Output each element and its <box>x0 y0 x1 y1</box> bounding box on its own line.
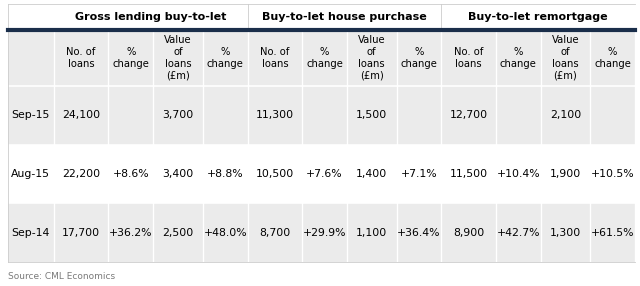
Text: 1,400: 1,400 <box>356 169 387 179</box>
Text: Sep-15: Sep-15 <box>12 110 50 120</box>
Text: 8,900: 8,900 <box>453 228 484 238</box>
Text: 22,200: 22,200 <box>62 169 100 179</box>
Text: +8.6%: +8.6% <box>113 169 149 179</box>
Text: No. of
loans: No. of loans <box>67 47 96 69</box>
Text: Sep-14: Sep-14 <box>12 228 50 238</box>
Text: No. of
loans: No. of loans <box>260 47 289 69</box>
Text: %
change: % change <box>207 47 244 69</box>
Text: 3,700: 3,700 <box>163 110 193 120</box>
Text: 17,700: 17,700 <box>62 228 100 238</box>
Bar <box>8 145 635 203</box>
Text: 8,700: 8,700 <box>259 228 291 238</box>
Text: Value
of
loans
(£m): Value of loans (£m) <box>358 35 385 81</box>
Text: 2,100: 2,100 <box>550 110 581 120</box>
Text: 11,500: 11,500 <box>449 169 488 179</box>
Text: Value
of
loans
(£m): Value of loans (£m) <box>552 35 579 81</box>
Text: 1,100: 1,100 <box>356 228 387 238</box>
Bar <box>8 203 635 262</box>
Text: 12,700: 12,700 <box>449 110 488 120</box>
Text: Aug-15: Aug-15 <box>11 169 50 179</box>
Text: 1,300: 1,300 <box>550 228 581 238</box>
Bar <box>8 86 635 145</box>
Text: Buy-to-let remortgage: Buy-to-let remortgage <box>468 12 608 22</box>
Text: 10,500: 10,500 <box>256 169 294 179</box>
Text: +36.4%: +36.4% <box>397 228 441 238</box>
Text: +10.5%: +10.5% <box>591 169 634 179</box>
Text: +8.8%: +8.8% <box>207 169 243 179</box>
Text: +36.2%: +36.2% <box>109 228 152 238</box>
Text: Buy-to-let house purchase: Buy-to-let house purchase <box>262 12 427 22</box>
Text: Gross lending buy-to-let: Gross lending buy-to-let <box>75 12 227 22</box>
Text: +7.1%: +7.1% <box>401 169 437 179</box>
Text: 2,500: 2,500 <box>163 228 193 238</box>
Text: +61.5%: +61.5% <box>591 228 634 238</box>
Text: +48.0%: +48.0% <box>204 228 247 238</box>
Text: No. of
loans: No. of loans <box>454 47 483 69</box>
Bar <box>8 30 635 86</box>
Text: Source: CML Economics: Source: CML Economics <box>8 272 115 281</box>
Text: %
change: % change <box>500 47 537 69</box>
Text: 1,500: 1,500 <box>356 110 387 120</box>
Text: Value
of
loans
(£m): Value of loans (£m) <box>164 35 192 81</box>
Text: 3,400: 3,400 <box>163 169 193 179</box>
Text: %
change: % change <box>306 47 343 69</box>
Text: 11,300: 11,300 <box>256 110 294 120</box>
Text: +10.4%: +10.4% <box>497 169 540 179</box>
Text: %
change: % change <box>594 47 631 69</box>
Text: 1,900: 1,900 <box>550 169 581 179</box>
Bar <box>8 4 635 30</box>
Text: 24,100: 24,100 <box>62 110 100 120</box>
Text: %
change: % change <box>113 47 149 69</box>
Text: +42.7%: +42.7% <box>497 228 540 238</box>
Text: +7.6%: +7.6% <box>306 169 343 179</box>
Text: +29.9%: +29.9% <box>303 228 346 238</box>
Text: %
change: % change <box>401 47 437 69</box>
